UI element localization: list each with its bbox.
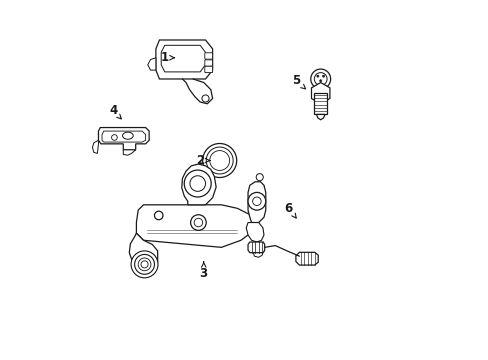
Circle shape [202,144,236,177]
Circle shape [319,80,321,82]
Circle shape [189,176,205,192]
FancyBboxPatch shape [204,53,212,59]
Polygon shape [314,93,326,114]
Polygon shape [136,205,255,247]
Polygon shape [92,140,98,153]
Text: 6: 6 [284,202,296,218]
Polygon shape [123,150,135,155]
Polygon shape [295,252,318,265]
Text: 4: 4 [109,104,121,119]
Polygon shape [161,45,205,72]
Polygon shape [129,233,157,269]
Circle shape [314,73,326,85]
Circle shape [138,258,151,271]
Circle shape [206,147,233,174]
Polygon shape [98,127,149,150]
Polygon shape [246,222,264,242]
Circle shape [202,95,209,102]
Polygon shape [247,182,265,222]
Text: 2: 2 [196,154,209,167]
Circle shape [154,211,163,220]
Ellipse shape [122,132,133,139]
Polygon shape [102,131,145,142]
Circle shape [141,261,148,268]
Circle shape [310,69,330,89]
Circle shape [256,174,263,181]
Circle shape [194,218,202,227]
Circle shape [184,170,211,197]
Circle shape [322,75,324,77]
Polygon shape [247,242,264,253]
Circle shape [252,197,261,206]
Polygon shape [311,82,329,104]
Polygon shape [182,164,216,205]
Circle shape [247,192,265,210]
FancyBboxPatch shape [204,66,212,73]
Circle shape [190,215,206,230]
Circle shape [131,251,158,278]
Text: 1: 1 [161,51,174,64]
Circle shape [209,150,229,170]
Circle shape [111,135,117,140]
FancyBboxPatch shape [204,60,212,66]
Polygon shape [147,58,156,70]
Circle shape [316,75,318,77]
Polygon shape [316,114,325,120]
Text: 3: 3 [199,262,207,280]
Polygon shape [253,242,263,257]
Polygon shape [156,40,212,79]
Text: 5: 5 [291,74,305,89]
Circle shape [134,255,154,274]
